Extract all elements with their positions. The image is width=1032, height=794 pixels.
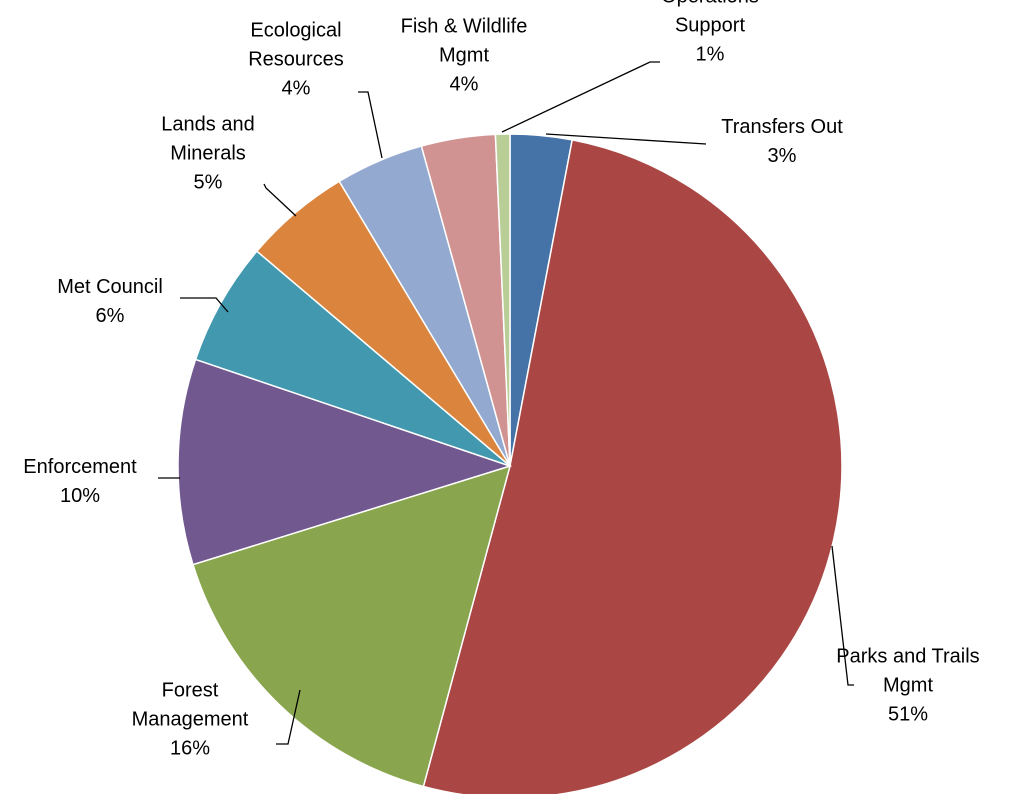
leader-line-6 xyxy=(358,91,383,159)
slice-label-8: Operations xyxy=(661,0,759,7)
slice-labels: Transfers Out 3% Parks and Trails Mgmt 51% Fo… xyxy=(23,0,979,759)
slice-percent-label-0: 3% xyxy=(768,145,797,167)
slice-percent-label-1: 51% xyxy=(888,703,928,725)
slice-label-4: Met Council xyxy=(57,276,163,298)
slice-percent-label-2: 16% xyxy=(170,737,210,759)
slice-label-6: Resources xyxy=(248,48,344,70)
leader-lines xyxy=(158,61,854,745)
leader-line-4 xyxy=(180,297,229,313)
slice-label-0: Transfers Out xyxy=(721,116,843,138)
leader-line-5 xyxy=(263,183,297,217)
leader-line-8 xyxy=(501,61,660,133)
slice-label-2: Management xyxy=(132,708,249,730)
slice-percent-label-8: 1% xyxy=(696,43,725,65)
slice-label-1: Mgmt xyxy=(883,674,933,696)
slice-percent-label-4: 6% xyxy=(96,305,125,327)
pie-slice-8 xyxy=(494,133,511,467)
pie-slice-1 xyxy=(422,139,843,794)
slice-label-6: Ecological xyxy=(250,19,341,41)
leader-line-0 xyxy=(545,133,707,145)
slice-percent-label-5: 5% xyxy=(194,171,223,193)
pie-slice-4 xyxy=(194,250,511,467)
slice-label-8: Support xyxy=(675,14,745,36)
slice-percent-label-7: 4% xyxy=(450,73,479,95)
leader-line-2 xyxy=(276,689,301,745)
slice-label-5: Minerals xyxy=(170,142,246,164)
leader-line-1 xyxy=(831,545,854,686)
slice-label-5: Lands and xyxy=(161,113,254,135)
slice-label-3: Enforcement xyxy=(23,456,137,478)
pie-slices xyxy=(177,133,843,794)
slice-label-7: Fish & Wildlife xyxy=(401,15,528,37)
slice-label-2: Forest xyxy=(162,679,219,701)
slice-label-1: Parks and Trails xyxy=(836,645,979,667)
pie-slice-2 xyxy=(192,464,512,788)
slice-label-7: Mgmt xyxy=(439,44,489,66)
pie-slice-3 xyxy=(177,358,513,566)
slice-percent-label-3: 10% xyxy=(60,485,100,507)
slice-percent-label-6: 4% xyxy=(282,77,311,99)
